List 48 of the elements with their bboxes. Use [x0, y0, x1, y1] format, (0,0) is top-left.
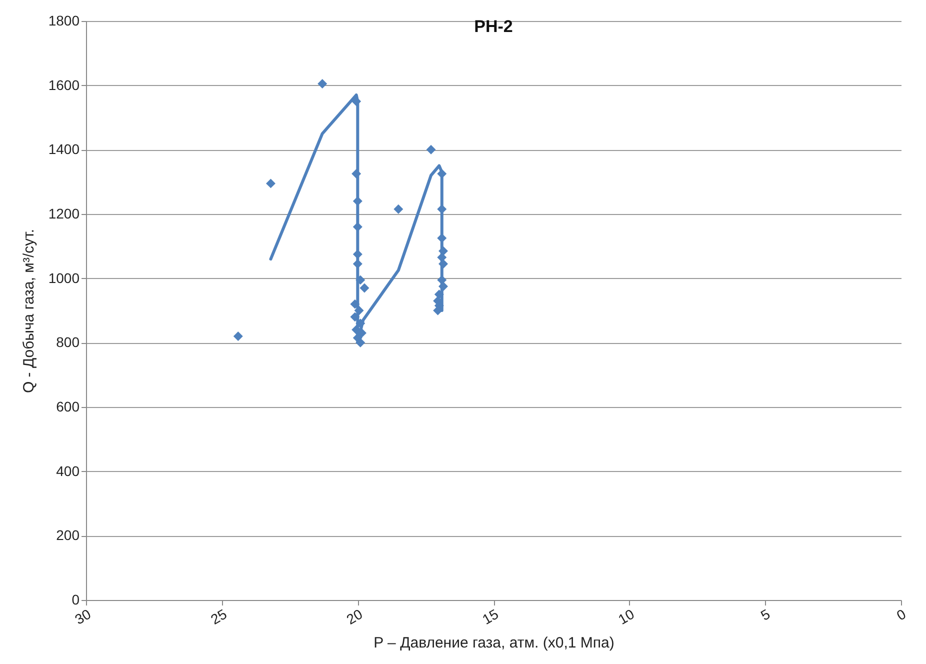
point	[394, 204, 404, 214]
x-tick-label: 0	[894, 606, 909, 624]
point	[437, 233, 447, 243]
point	[438, 246, 448, 256]
y-tick-label: 800	[56, 334, 80, 350]
point	[318, 78, 328, 88]
point	[433, 306, 443, 316]
point	[352, 196, 362, 206]
y-tick-label: 1000	[48, 270, 80, 286]
point	[350, 299, 360, 309]
chart-title: РН-2	[474, 17, 513, 36]
point	[438, 259, 448, 269]
x-tick-label: 25	[208, 606, 230, 628]
y-tick-label: 1600	[48, 76, 80, 93]
point	[354, 306, 364, 316]
point	[266, 178, 276, 188]
point	[360, 283, 370, 293]
point	[437, 252, 447, 262]
point	[352, 169, 362, 179]
point	[437, 204, 447, 214]
point	[356, 275, 366, 285]
y-tick-label: 1800	[48, 12, 80, 28]
point	[350, 312, 360, 322]
y-tick-label: 1200	[48, 206, 80, 222]
point	[352, 222, 362, 232]
point	[437, 275, 447, 285]
point	[352, 96, 362, 106]
x-axis-title: P – Давление газа, атм. (х0,1 Мпа)	[374, 634, 614, 652]
y-tick-label: 0	[72, 592, 80, 608]
point	[352, 259, 362, 269]
x-tick-label: 15	[480, 606, 502, 628]
x-tick-label: 10	[615, 606, 638, 628]
x-tick-label: 5	[758, 606, 773, 624]
point	[437, 169, 447, 179]
point	[352, 249, 362, 259]
y-tick-label: 200	[56, 527, 80, 544]
point	[438, 282, 448, 292]
point	[426, 144, 436, 154]
x-tick-label: 20	[344, 606, 366, 628]
point	[233, 331, 243, 341]
x-tick-label: 30	[72, 606, 94, 628]
y-tick-label: 400	[56, 462, 80, 479]
point	[356, 338, 366, 348]
y-tick-label: 600	[56, 398, 80, 414]
y-tick-label: 1400	[48, 141, 80, 158]
y-axis-title: Q - Добыча газа, м³/сут.	[20, 228, 38, 394]
point	[352, 325, 362, 335]
point	[356, 318, 366, 328]
